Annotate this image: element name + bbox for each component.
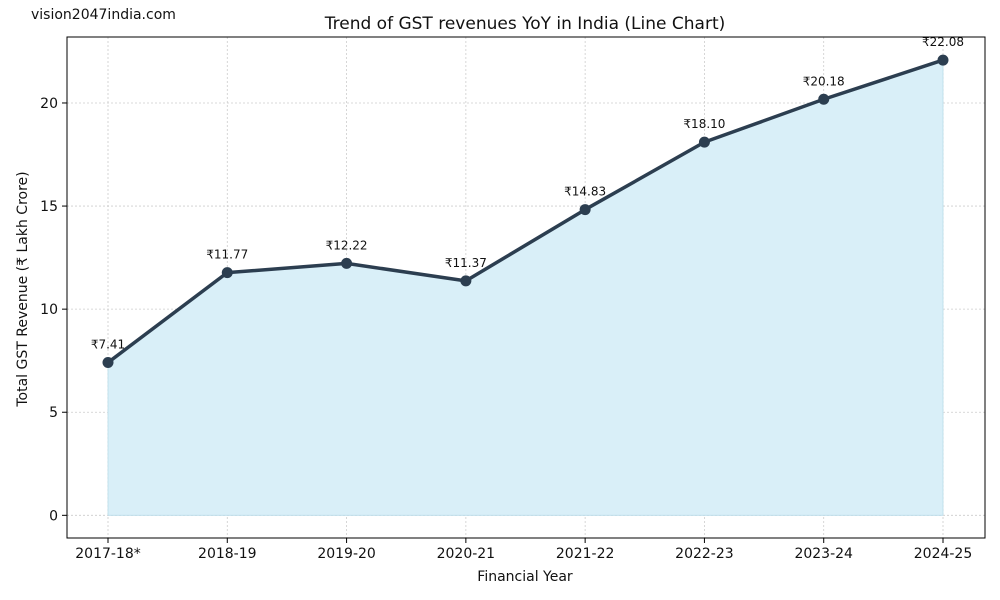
chart-title: Trend of GST revenues YoY in India (Line… [324,14,726,34]
x-tick-label: 2019-20 [317,546,376,562]
y-tick-label: 20 [40,96,58,112]
x-axis-ticks: 2017-18* 2018-19 2019-20 2020-21 2021-22 2022… [75,538,972,562]
plot-frame [66,36,986,539]
y-axis-ticks: 0 5 10 15 20 [40,96,67,524]
y-tick-label: 0 [49,508,58,524]
data-label: ₹11.77 [206,248,248,262]
data-point [579,204,591,216]
data-label: ₹20.18 [803,74,845,88]
x-tick-label: 2018-19 [198,546,257,562]
marker-layer [102,54,949,369]
data-point [818,93,830,105]
data-label: ₹7.41 [91,338,125,352]
x-tick-label: 2022-23 [675,546,734,562]
series-line-layer [106,58,945,365]
data-point [698,136,710,148]
y-tick-label: 5 [49,405,58,421]
x-axis-label: Financial Year [477,569,573,585]
watermark: vision2047india.com [31,7,176,23]
x-tick-label: 2024-25 [914,546,973,562]
x-tick-label: 2020-21 [437,546,496,562]
area-fill-layer [107,60,944,516]
data-point [102,357,114,369]
data-label: ₹12.22 [326,238,368,252]
y-axis-label: Total GST Revenue (₹ Lakh Crore) [15,171,31,407]
area-fill [108,60,943,516]
data-label: ₹11.37 [445,256,487,270]
data-point [341,257,353,269]
y-tick-label: 15 [40,199,58,215]
data-point [937,54,949,66]
y-tick-label: 10 [40,302,58,318]
data-label: ₹18.10 [683,117,725,131]
data-label: ₹22.08 [922,35,964,49]
data-point [460,275,472,287]
data-label: ₹14.83 [564,185,606,199]
data-label-layer: ₹7.41 ₹11.77 ₹12.22 ₹11.37 ₹14.83 ₹18.10 ₹20.1… [91,35,964,351]
data-point [221,267,233,279]
x-tick-label: 2017-18* [75,546,141,562]
x-tick-label: 2023-24 [794,546,853,562]
x-tick-label: 2021-22 [556,546,615,562]
series-line [106,58,945,365]
